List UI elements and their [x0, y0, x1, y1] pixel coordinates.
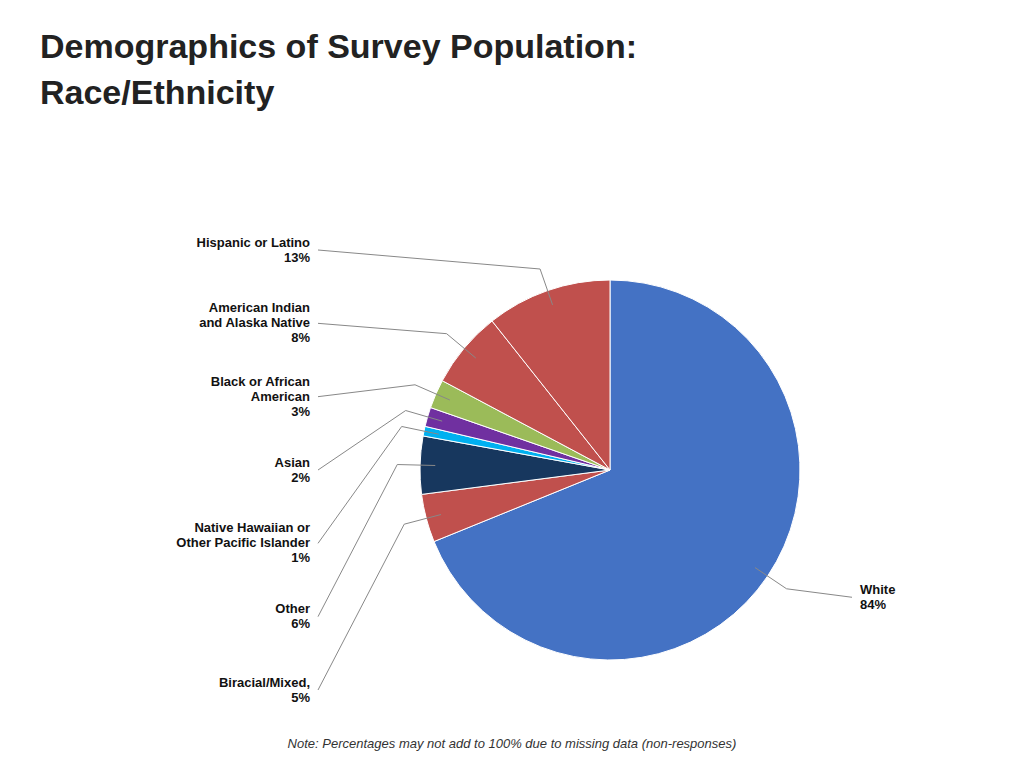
pie — [420, 280, 800, 660]
leader-line — [318, 515, 441, 690]
label-line: Other — [275, 601, 310, 616]
value-label: 1% — [291, 550, 310, 565]
subtitle: Race/Ethnicity — [40, 73, 274, 111]
value-label: 3% — [291, 404, 310, 419]
label-line: American — [251, 389, 310, 404]
label-line: Native Hawaiian or — [194, 520, 310, 535]
leader-line — [318, 411, 442, 470]
leader-line — [755, 568, 852, 598]
leader-line — [318, 465, 435, 617]
label: American Indianand Alaska Native — [199, 300, 310, 330]
chart: Demographics of Survey Population: Race/E… — [0, 0, 1024, 768]
title: Demographics of Survey Population: — [40, 27, 637, 65]
label-line: and Alaska Native — [199, 315, 310, 330]
value-label: 13% — [284, 250, 310, 265]
data-labels: White84% Biracial/Mixed,5% Other6% Native H… — [176, 235, 895, 705]
label: Other — [275, 601, 310, 616]
value-label: 84% — [860, 597, 886, 612]
label-line: Biracial/Mixed, — [219, 675, 310, 690]
label: Black or AfricanAmerican — [211, 374, 310, 404]
label-line: Black or African — [211, 374, 310, 389]
label: Biracial/Mixed, — [219, 675, 310, 690]
label-line: White — [860, 582, 895, 597]
leader-line — [318, 323, 476, 358]
label-line: Asian — [275, 455, 310, 470]
label: White — [860, 582, 895, 597]
value-label: 2% — [291, 470, 310, 485]
leader-line — [318, 385, 450, 400]
value-label: 8% — [291, 330, 310, 345]
label: Hispanic or Latino — [197, 235, 310, 250]
label-line: American Indian — [209, 300, 310, 315]
value-label: 5% — [291, 690, 310, 705]
label-line: Other Pacific Islander — [176, 535, 310, 550]
value-label: 6% — [291, 616, 310, 631]
leader-line — [318, 426, 439, 543]
note: Note: Percentages may not add to 100% du… — [288, 736, 737, 751]
label-line: Hispanic or Latino — [197, 235, 310, 250]
leader-line — [318, 250, 553, 305]
slice — [492, 280, 610, 470]
label: Asian — [275, 455, 310, 470]
label: Native Hawaiian orOther Pacific Islander — [176, 520, 310, 550]
